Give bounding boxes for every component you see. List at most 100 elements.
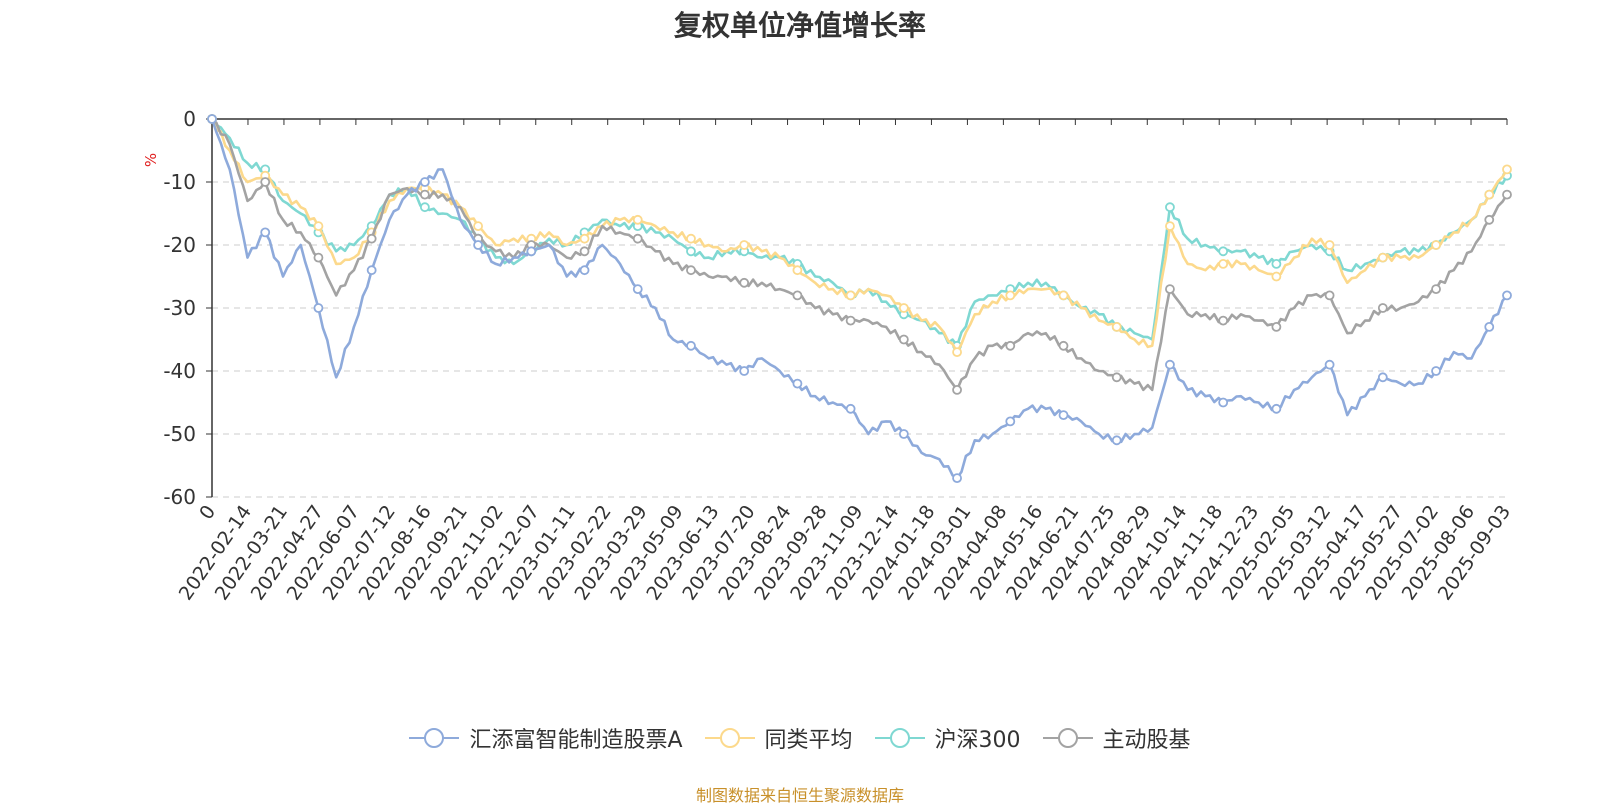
series-point (1271, 258, 1282, 269)
series-point (1431, 366, 1441, 376)
series-point (739, 277, 750, 288)
series-point (1058, 410, 1069, 421)
series-point (898, 303, 909, 313)
series-point (1484, 214, 1495, 225)
series-point (739, 366, 750, 376)
legend-item[interactable]: 汇添富智能制造股票A (409, 722, 683, 754)
series-point (1377, 303, 1388, 313)
legend-item[interactable]: 主动股基 (1042, 722, 1191, 754)
series-point (207, 114, 217, 124)
y-tick-label: -40 (163, 359, 196, 383)
series-point (313, 252, 324, 263)
series-point (792, 290, 803, 301)
data-source-note: 制图数据来自恒生聚源数据库 (695, 786, 904, 805)
y-tick-label: -30 (163, 296, 196, 320)
series-point (1165, 202, 1175, 213)
series-point (845, 315, 856, 326)
series-point (1111, 435, 1122, 446)
series-point (1005, 416, 1016, 427)
series-line (210, 118, 1509, 354)
series-point (1058, 340, 1069, 351)
series-line (210, 118, 1509, 480)
series-point (260, 177, 271, 187)
legend-label: 沪深300 (934, 728, 1021, 753)
series-point (845, 403, 856, 414)
y-tick-label: -50 (163, 422, 196, 446)
y-tick-label: -10 (163, 170, 196, 194)
series-point (632, 233, 643, 244)
series-point (1165, 284, 1175, 295)
series-point (898, 429, 909, 439)
series-point (686, 265, 696, 276)
series-point (739, 240, 750, 250)
legend-item[interactable]: 同类平均 (704, 722, 853, 754)
series-point (1502, 189, 1512, 200)
series-point (686, 340, 696, 351)
x-tick-label: 0 (195, 501, 220, 524)
series-point (1005, 290, 1016, 301)
legend-swatch-icon (409, 728, 460, 748)
series-point (632, 284, 643, 295)
series-point (952, 473, 962, 484)
series-point (1377, 372, 1388, 383)
series-point (1324, 290, 1335, 301)
legend-swatch-icon (874, 728, 925, 748)
series-point (1271, 321, 1282, 332)
legend-item[interactable]: 沪深300 (874, 722, 1021, 754)
series-point (419, 202, 430, 213)
series-point (632, 214, 643, 225)
series-point (1484, 321, 1495, 332)
chart-title: 复权单位净值增长率 (673, 9, 926, 42)
series-point (1377, 252, 1388, 263)
series-point (260, 227, 271, 238)
series-point (526, 246, 537, 257)
series-point (792, 378, 803, 389)
y-axis-unit: % (142, 153, 160, 167)
line-chart: 0-10-20-30-40-50-60%02022-02-142022-03-2… (142, 107, 1515, 604)
legend-label: 同类平均 (764, 728, 853, 753)
series-point (1502, 290, 1512, 301)
series-point (579, 246, 590, 257)
series-point (952, 347, 962, 358)
series-line (210, 118, 1509, 348)
legend-swatch-icon (1042, 728, 1093, 748)
series-point (419, 177, 430, 187)
series-point (1111, 321, 1122, 332)
series-point (1218, 246, 1229, 257)
series-point (1058, 290, 1069, 301)
series-point (313, 221, 324, 232)
series-point (419, 189, 430, 200)
series-point (1218, 397, 1229, 408)
y-tick-label: -20 (163, 233, 196, 257)
series-point (1111, 372, 1122, 383)
legend-label: 主动股基 (1102, 728, 1191, 753)
series-point (792, 265, 803, 276)
y-tick-label: 0 (183, 107, 196, 131)
series-line (211, 118, 1509, 392)
series-point (473, 240, 483, 250)
series-point (366, 233, 377, 244)
y-tick-label: -60 (163, 485, 196, 509)
series-point (1484, 189, 1495, 200)
legend-swatch-icon (704, 728, 755, 748)
series-point (686, 246, 696, 257)
series-point (1005, 340, 1016, 351)
series-point (845, 290, 856, 301)
series-point (1165, 221, 1175, 232)
series-point (1218, 258, 1229, 269)
series-point (473, 221, 483, 232)
series-point (1165, 359, 1175, 370)
series-point (1324, 359, 1335, 370)
legend-label: 汇添富智能制造股票A (469, 728, 683, 753)
series-point (313, 303, 324, 313)
series-point (1431, 284, 1441, 295)
series-point (1502, 164, 1512, 175)
series-point (366, 265, 377, 276)
series-point (1271, 271, 1282, 282)
series-point (579, 233, 590, 244)
series-point (686, 233, 696, 244)
series-point (1271, 403, 1282, 414)
series-point (579, 265, 590, 276)
series-point (1324, 240, 1335, 250)
series-point (1431, 240, 1441, 250)
